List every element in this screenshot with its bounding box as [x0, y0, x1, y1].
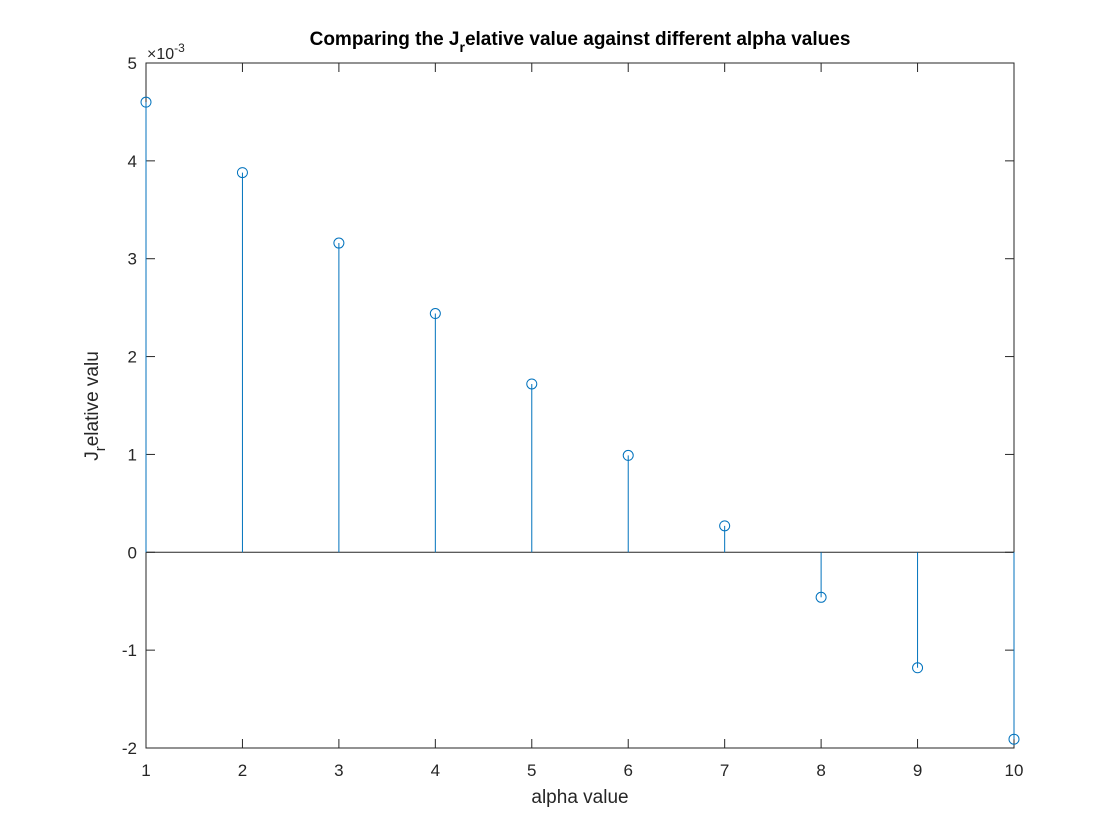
plot-area: 1 2 3 4 5 6 7 8 9 10 -2 -1 0 1 2 3 4 5 — [122, 54, 1024, 780]
x-axis-label: alpha value — [531, 787, 628, 808]
y-tick-label: 2 — [128, 348, 137, 367]
y-tick-label: 5 — [128, 54, 137, 73]
x-tick-label: 3 — [334, 761, 343, 780]
stem-marker — [526, 378, 538, 390]
stem-marker — [333, 237, 345, 249]
y-tick-label: -1 — [122, 641, 137, 660]
x-tick-label: 1 — [141, 761, 150, 780]
stem-marker — [622, 449, 634, 461]
x-tick-label: 5 — [527, 761, 536, 780]
x-tick-label: 8 — [816, 761, 825, 780]
chart-title: Comparing the Jrelative value against di… — [310, 29, 851, 55]
stem-marker — [429, 308, 441, 320]
y-axis-label: Jrelative valu — [82, 351, 109, 461]
y-tick-label: 4 — [128, 152, 137, 171]
x-tick-label: 4 — [431, 761, 440, 780]
y-tick-label: 3 — [128, 250, 137, 269]
x-tick-label: 6 — [623, 761, 632, 780]
x-tick-label: 2 — [238, 761, 247, 780]
stem-marker — [1008, 733, 1020, 745]
stem-marker — [912, 662, 924, 674]
stem-marker — [815, 591, 827, 603]
y-tick-label: 0 — [128, 543, 137, 562]
y-tick-label: 1 — [128, 445, 137, 464]
stem-marker — [140, 96, 152, 108]
axes-box — [145, 62, 1015, 749]
x-tick-label: 9 — [913, 761, 922, 780]
x-tick-label: 10 — [1005, 761, 1024, 780]
stem-marker — [236, 167, 248, 179]
x-tick-label: 7 — [720, 761, 729, 780]
y-tick-label: -2 — [122, 739, 137, 758]
y-axis-exponent: ×10-3 — [147, 41, 185, 63]
stem-marker — [719, 520, 731, 532]
